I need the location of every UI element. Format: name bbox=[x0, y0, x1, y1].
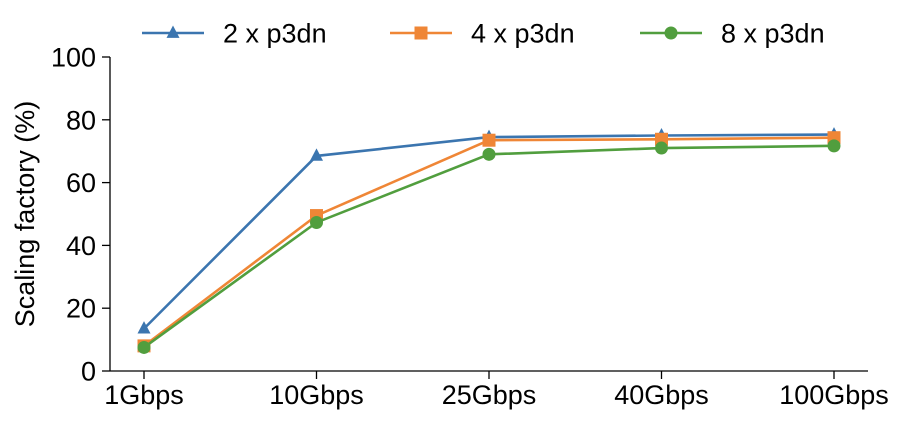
data-point bbox=[137, 321, 151, 334]
y-tick-label: 60 bbox=[66, 168, 96, 198]
series-layer bbox=[137, 127, 841, 354]
legend-item: 4 x p3dn bbox=[390, 19, 575, 49]
x-ticks: 1Gbps 10Gbps 25Gbps 40Gbps 100Gbps bbox=[104, 371, 889, 410]
y-tick-label: 100 bbox=[51, 43, 96, 73]
legend-marker bbox=[414, 26, 428, 40]
data-point bbox=[137, 340, 151, 354]
data-point bbox=[310, 215, 323, 229]
y-tick-label: 40 bbox=[66, 231, 96, 261]
x-tick-label: 10Gbps bbox=[269, 380, 364, 410]
data-point bbox=[482, 133, 496, 147]
legend-label: 2 x p3dn bbox=[223, 19, 327, 49]
legend-label: 4 x p3dn bbox=[471, 19, 575, 49]
data-point bbox=[310, 148, 323, 161]
chart-legend: 2 x p3dn 4 x p3dn 8 x p3dn bbox=[142, 19, 825, 49]
y-axis-title: Scaling factory (%) bbox=[10, 101, 40, 328]
x-tick-label: 100Gbps bbox=[779, 380, 889, 410]
data-point bbox=[827, 139, 841, 153]
chart-axes bbox=[109, 57, 868, 372]
data-point bbox=[482, 147, 496, 161]
x-tick-label: 40Gbps bbox=[614, 380, 709, 410]
series-line bbox=[143, 144, 835, 349]
series-line bbox=[143, 133, 835, 330]
y-ticks: 0 20 40 60 80 100 bbox=[51, 43, 110, 387]
y-tick-label: 0 bbox=[81, 357, 96, 387]
x-tick-label: 25Gbps bbox=[442, 380, 537, 410]
legend-marker bbox=[664, 26, 678, 40]
data-point bbox=[655, 141, 668, 155]
series-line bbox=[143, 136, 835, 347]
y-tick-label: 20 bbox=[66, 294, 96, 324]
y-tick-label: 80 bbox=[66, 105, 96, 135]
series-3 bbox=[137, 139, 841, 354]
legend-label: 8 x p3dn bbox=[721, 19, 825, 49]
legend-item: 2 x p3dn bbox=[142, 19, 327, 49]
legend-marker bbox=[166, 25, 180, 38]
series-2 bbox=[137, 131, 841, 353]
legend-item: 8 x p3dn bbox=[640, 19, 825, 49]
x-tick-label: 1Gbps bbox=[104, 380, 184, 410]
